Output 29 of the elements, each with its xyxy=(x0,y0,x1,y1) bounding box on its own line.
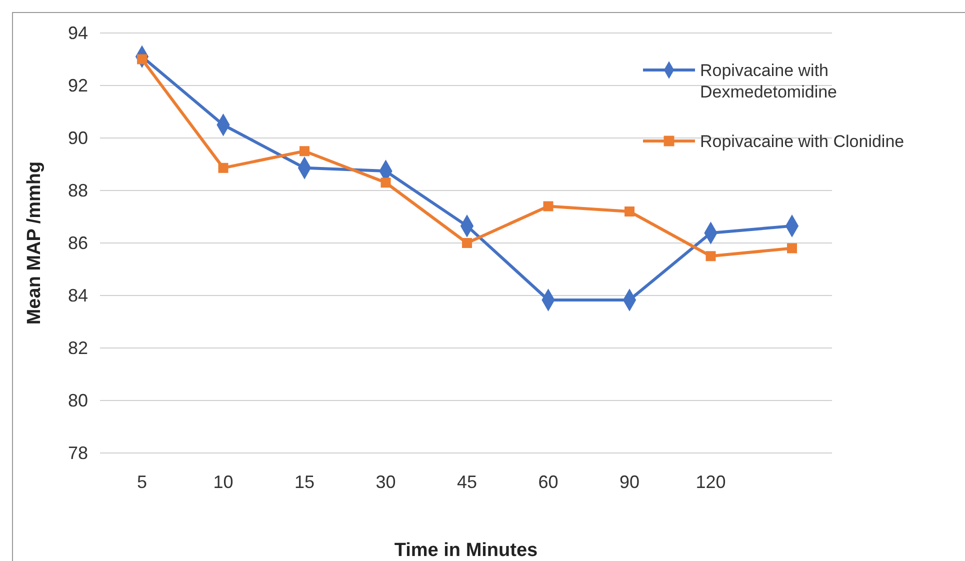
y-axis-title: Mean MAP /mmhg xyxy=(24,161,45,325)
x-axis-title: Time in Minutes xyxy=(394,540,538,561)
legend-label: Ropivacaine with Dexmedetomidine xyxy=(700,61,838,102)
point xyxy=(706,251,716,262)
point xyxy=(300,146,310,156)
y-tick-label: 92 xyxy=(68,75,88,96)
point xyxy=(380,178,391,188)
x-tick-label: 10 xyxy=(213,472,234,492)
y-tick-label: 84 xyxy=(68,285,88,306)
y-tick-label: 78 xyxy=(68,442,88,463)
x-tick-label: 120 xyxy=(696,472,726,492)
y-tick-label: 82 xyxy=(68,338,88,358)
point xyxy=(462,238,472,248)
point xyxy=(543,201,554,212)
legend-label: Ropivacaine with Clonidine xyxy=(700,132,904,151)
y-tick-label: 94 xyxy=(68,22,88,43)
x-tick-label: 30 xyxy=(376,472,396,492)
x-tick-label: 90 xyxy=(619,472,640,492)
x-tick-label: 60 xyxy=(538,472,558,492)
y-tick-label: 90 xyxy=(68,128,88,148)
x-tick-label: 45 xyxy=(456,472,478,492)
y-tick-label: 80 xyxy=(68,390,88,410)
x-tick-label: 5 xyxy=(136,472,148,492)
point xyxy=(787,243,797,254)
x-tick-label: 15 xyxy=(294,472,315,492)
y-tick-label: 88 xyxy=(68,180,88,200)
y-tick-label: 86 xyxy=(68,232,88,253)
point xyxy=(624,206,634,216)
point xyxy=(218,162,228,173)
